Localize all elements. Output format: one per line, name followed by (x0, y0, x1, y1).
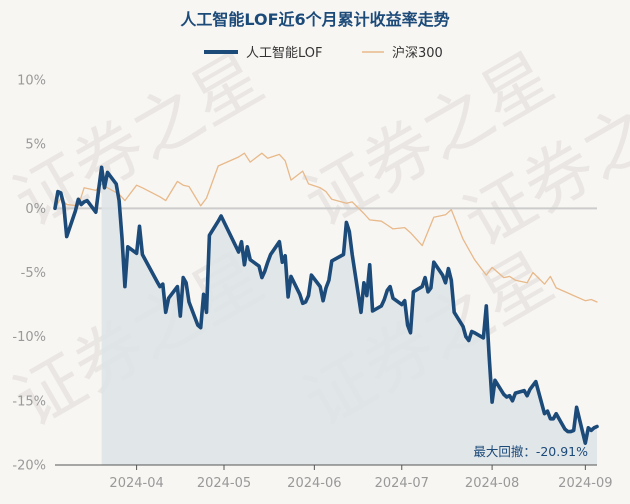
y-tick-label: -5% (21, 266, 46, 281)
legend-label-index: 沪深300 (392, 45, 443, 61)
x-tick-label: 2024-09 (558, 476, 612, 491)
y-tick-label: 0% (25, 202, 46, 217)
y-axis: 10% 5% 0% -5% -10% -15% -20% (12, 74, 597, 474)
legend: 人工智能LOF 沪深300 (204, 45, 443, 61)
x-axis: 2024-04 2024-05 2024-06 2024-07 2024-08 2024-… (55, 464, 613, 491)
x-tick-label: 2024-08 (465, 476, 519, 491)
series-line-index (54, 152, 598, 303)
plot-area (53, 152, 599, 466)
x-tick-label: 2024-06 (287, 476, 341, 491)
x-tick-label: 2024-05 (197, 476, 251, 491)
y-tick-label: -20% (12, 459, 46, 474)
x-tick-label: 2024-04 (109, 476, 163, 491)
y-tick-label: 5% (25, 138, 46, 153)
y-tick-label: 10% (17, 74, 46, 89)
max-drawdown-annotation: 最大回撤：-20.91% (473, 444, 588, 459)
chart-title: 人工智能LOF近6个月累计收益率走势 (180, 10, 449, 29)
legend-label-fund: 人工智能LOF (246, 46, 323, 61)
series-line-fund (53, 165, 599, 445)
y-tick-label: -10% (12, 330, 46, 345)
drawdown-shade (101, 167, 597, 466)
x-tick-label: 2024-07 (375, 476, 429, 491)
y-tick-label: -15% (12, 394, 46, 409)
